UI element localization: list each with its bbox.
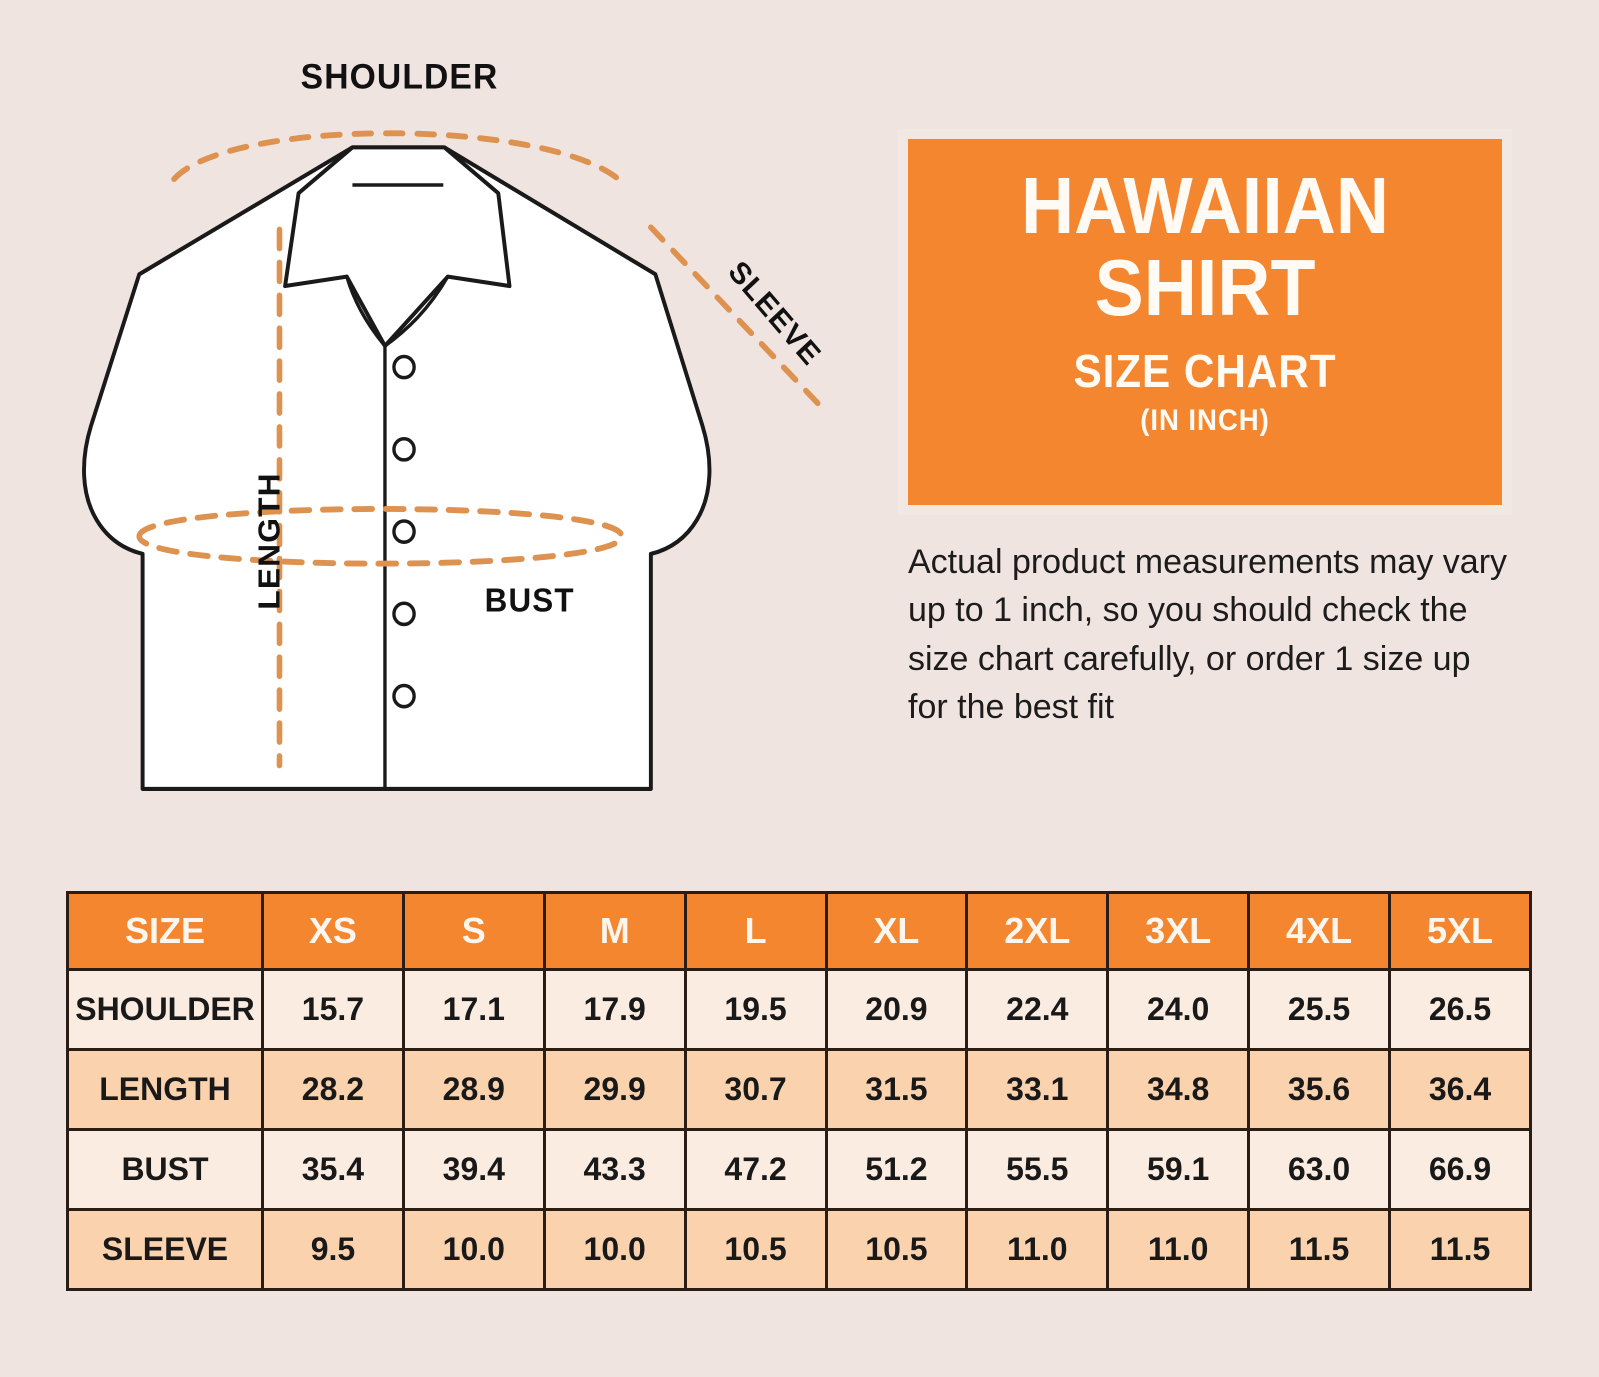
svg-text:BUST: BUST xyxy=(485,582,575,619)
svg-text:LENGTH: LENGTH xyxy=(252,472,286,609)
svg-text:SHOULDER: SHOULDER xyxy=(301,58,499,97)
